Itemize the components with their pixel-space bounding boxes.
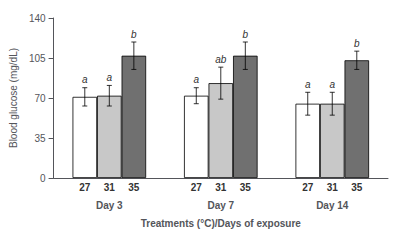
svg-text:105: 105	[29, 53, 46, 64]
svg-text:31: 31	[104, 182, 116, 193]
svg-text:Day 7: Day 7	[207, 200, 234, 211]
svg-text:35: 35	[240, 182, 252, 193]
svg-text:35: 35	[128, 182, 140, 193]
svg-text:a: a	[82, 74, 88, 85]
svg-text:Day 3: Day 3	[96, 200, 123, 211]
svg-text:140: 140	[29, 13, 46, 24]
svg-text:b: b	[354, 38, 360, 49]
svg-text:70: 70	[34, 93, 46, 104]
svg-text:b: b	[131, 29, 137, 40]
svg-text:b: b	[243, 29, 249, 40]
svg-text:27: 27	[191, 182, 203, 193]
svg-text:a: a	[107, 72, 113, 83]
svg-text:a: a	[305, 79, 311, 90]
svg-text:ab: ab	[215, 54, 227, 65]
svg-text:35: 35	[34, 133, 46, 144]
svg-text:27: 27	[79, 182, 91, 193]
svg-text:35: 35	[351, 182, 363, 193]
svg-text:Blood glucose (mg/dL): Blood glucose (mg/dL)	[8, 48, 19, 148]
svg-text:0: 0	[40, 173, 46, 184]
svg-text:a: a	[329, 79, 335, 90]
svg-text:31: 31	[327, 182, 339, 193]
svg-text:Day 14: Day 14	[316, 200, 349, 211]
svg-text:Treatments (°C)/Days of exposu: Treatments (°C)/Days of exposure	[141, 218, 302, 229]
svg-text:31: 31	[215, 182, 227, 193]
svg-text:a: a	[193, 74, 199, 85]
svg-text:27: 27	[302, 182, 314, 193]
